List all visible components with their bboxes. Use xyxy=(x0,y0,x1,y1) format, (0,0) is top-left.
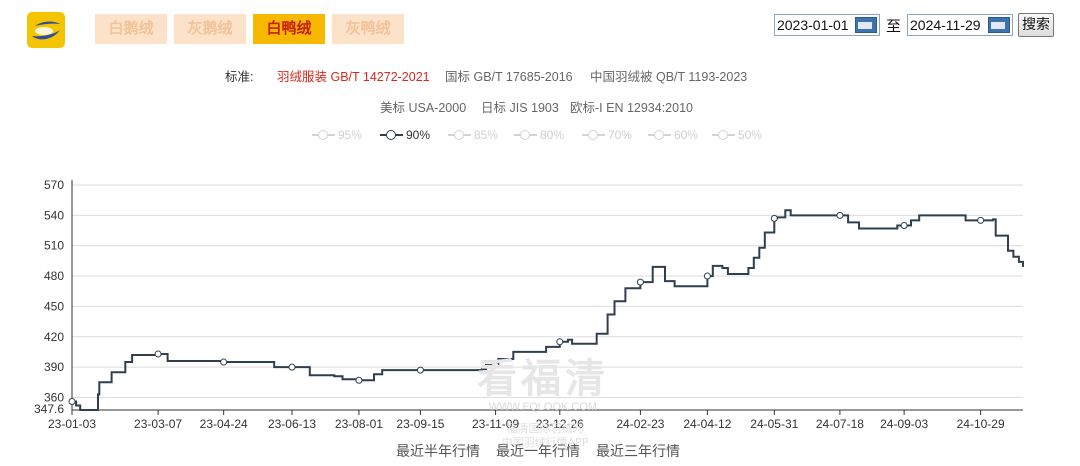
quick-range-links: 最近半年行情 最近一年行情 最近三年行情 xyxy=(396,441,680,461)
standard-option[interactable]: 日标 JIS 1903 xyxy=(481,101,559,115)
data-point-marker xyxy=(492,361,500,369)
calendar-icon[interactable] xyxy=(988,17,1010,33)
calendar-icon[interactable] xyxy=(854,17,877,33)
legend-marker-icon xyxy=(582,130,605,140)
legend-marker-icon xyxy=(514,130,537,140)
data-point-marker xyxy=(416,366,424,374)
standard-option[interactable]: 国标 GB/T 17685-2016 xyxy=(445,70,573,84)
end-date-field[interactable]: 2024-11-29 xyxy=(907,14,1013,36)
standard-option[interactable]: 欧标-I EN 12934:2010 xyxy=(570,101,693,115)
tab-grey-goose[interactable]: 灰鹅绒 xyxy=(174,14,246,44)
date-separator: 至 xyxy=(885,17,901,35)
legend-label: 60% xyxy=(674,128,699,142)
y-tick-label: 360 xyxy=(44,390,64,404)
legend-label: 90% xyxy=(406,128,431,142)
x-tick-label: 23-12-26 xyxy=(536,417,584,431)
watermark-subtitle: 福清国际羽绒网 xyxy=(507,421,584,435)
x-tick-label: 23-04-24 xyxy=(200,417,248,431)
x-tick-label: 23-08-01 xyxy=(335,417,383,431)
standards-prefix: 标准: xyxy=(225,70,254,84)
x-tick-label: 23-11-09 xyxy=(472,417,519,431)
y-tick-label: 570 xyxy=(44,178,64,192)
standard-option[interactable]: 羽绒服装 GB/T 14272-2021 xyxy=(277,70,430,84)
x-tick-label: 23-03-07 xyxy=(134,417,182,431)
legend-marker-icon xyxy=(648,130,671,140)
data-point-marker xyxy=(288,363,296,371)
y-tick-label: 450 xyxy=(44,299,64,313)
watermark-logo-text: 看福清 xyxy=(477,356,609,402)
x-tick-label: 23-06-13 xyxy=(268,417,316,431)
data-point-marker xyxy=(900,221,908,229)
logo-swoosh-icon xyxy=(32,21,60,40)
data-point-marker xyxy=(154,350,162,358)
site-logo[interactable] xyxy=(27,12,65,48)
watermark-url: WWW.FQLOOK.COM xyxy=(489,401,597,413)
legend-marker-icon xyxy=(448,130,471,140)
legend-level-60[interactable]: 60% xyxy=(648,128,698,142)
y-tick-label: 480 xyxy=(44,269,64,283)
start-date-field[interactable]: 2023-01-01 xyxy=(773,14,880,36)
legend-marker-icon xyxy=(712,130,735,140)
end-date-value: 2024-11-29 xyxy=(910,17,981,33)
data-point-marker xyxy=(220,358,228,366)
data-point-marker xyxy=(836,211,844,219)
tab-white-goose[interactable]: 白鹅绒 xyxy=(95,14,167,44)
x-tick-label: 24-07-18 xyxy=(816,417,864,431)
legend-level-85[interactable]: 85% xyxy=(448,128,498,142)
search-button[interactable]: 搜索 xyxy=(1018,13,1054,37)
legend-label: 80% xyxy=(540,128,565,142)
legend-level-90[interactable]: 90% xyxy=(380,128,430,142)
x-tick-label: 24-10-29 xyxy=(957,417,1005,431)
start-date-value: 2023-01-01 xyxy=(776,17,849,33)
data-point-marker xyxy=(977,216,985,224)
tab-white-duck[interactable]: 白鸭绒 xyxy=(253,14,325,44)
legend-level-95[interactable]: 95% xyxy=(312,128,362,142)
x-tick-label: 24-02-23 xyxy=(616,417,664,431)
data-point-marker xyxy=(636,278,644,286)
tab-grey-duck[interactable]: 灰鸭绒 xyxy=(332,14,404,44)
legend-marker-icon xyxy=(312,130,335,140)
x-tick-label: 23-09-15 xyxy=(396,417,444,431)
data-point-marker xyxy=(770,214,778,222)
legend-label: 50% xyxy=(738,128,763,142)
y-tick-label: 420 xyxy=(44,330,64,344)
x-tick-label: 24-04-12 xyxy=(683,417,731,431)
y-tick-label: 510 xyxy=(44,239,64,253)
category-tabs: 白鹅绒 灰鹅绒 白鸭绒 灰鸭绒 xyxy=(95,14,404,44)
link-last-half-year[interactable]: 最近半年行情 xyxy=(396,443,480,459)
legend-label: 95% xyxy=(338,128,363,142)
data-point-marker xyxy=(355,376,363,384)
legend-marker-icon xyxy=(380,130,403,140)
link-last-one-year[interactable]: 最近一年行情 xyxy=(496,443,580,459)
x-tick-label: 23-01-03 xyxy=(48,417,96,431)
legend-level-80[interactable]: 80% xyxy=(514,128,564,142)
legend-level-70[interactable]: 70% xyxy=(582,128,632,142)
y-tick-label: 347.6 xyxy=(34,402,64,416)
x-tick-label: 24-09-03 xyxy=(880,417,928,431)
link-last-three-years[interactable]: 最近三年行情 xyxy=(596,443,680,459)
x-tick-label: 24-05-31 xyxy=(750,417,798,431)
date-range-bar: 2023-01-01 至 2024-11-29 搜索 xyxy=(773,13,1054,37)
watermark-subtitle: 中国羽绒行情APP xyxy=(502,436,589,449)
series-line-90 xyxy=(72,209,1024,411)
data-point-marker xyxy=(68,398,76,406)
y-tick-label: 390 xyxy=(44,360,64,374)
data-point-marker xyxy=(556,338,564,346)
legend-label: 85% xyxy=(474,128,499,142)
standard-option[interactable]: 美标 USA-2000 xyxy=(380,101,467,115)
y-tick-label: 540 xyxy=(44,208,64,222)
data-point-marker xyxy=(703,272,711,280)
legend-label: 70% xyxy=(608,128,633,142)
standard-option[interactable]: 中国羽绒被 QB/T 1193-2023 xyxy=(590,70,748,84)
legend-level-50[interactable]: 50% xyxy=(712,128,762,142)
